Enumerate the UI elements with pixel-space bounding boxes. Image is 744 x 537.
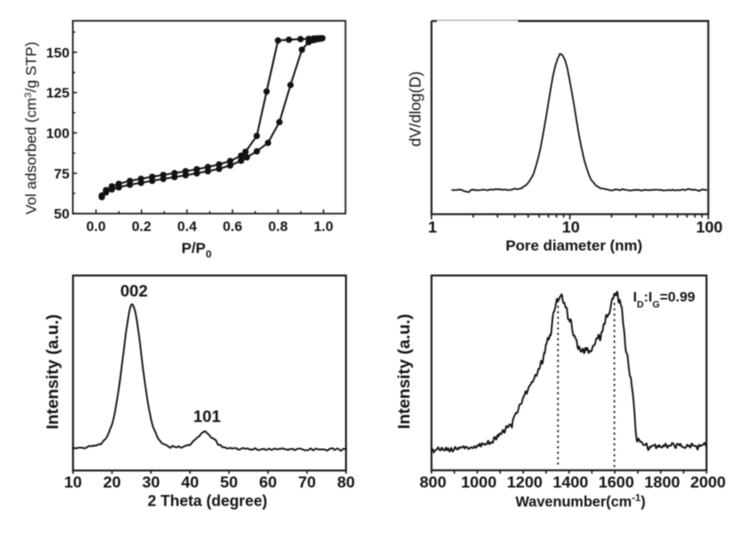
svg-text:60: 60 bbox=[259, 475, 277, 492]
svg-text:10: 10 bbox=[562, 220, 580, 237]
svg-text:40: 40 bbox=[181, 475, 199, 492]
svg-text:P/P0: P/P0 bbox=[182, 240, 212, 261]
svg-text:1200: 1200 bbox=[507, 475, 543, 492]
svg-text:0.0: 0.0 bbox=[86, 218, 106, 234]
svg-text:0.4: 0.4 bbox=[177, 218, 197, 234]
svg-text:80: 80 bbox=[337, 475, 355, 492]
svg-text:50: 50 bbox=[54, 206, 70, 222]
svg-text:800: 800 bbox=[420, 475, 447, 492]
svg-text:1600: 1600 bbox=[599, 475, 635, 492]
svg-text:125: 125 bbox=[46, 85, 70, 101]
svg-text:20: 20 bbox=[103, 475, 121, 492]
svg-text:002: 002 bbox=[120, 283, 148, 301]
svg-text:150: 150 bbox=[46, 44, 70, 60]
svg-text:2000: 2000 bbox=[690, 475, 726, 492]
svg-text:0.8: 0.8 bbox=[268, 218, 288, 234]
svg-text:1800: 1800 bbox=[644, 475, 680, 492]
svg-text:dV/dlog(D): dV/dlog(D) bbox=[408, 71, 425, 147]
svg-text:101: 101 bbox=[193, 408, 221, 426]
svg-text:10: 10 bbox=[64, 475, 82, 492]
svg-text:1400: 1400 bbox=[553, 475, 589, 492]
svg-text:Intensity (a.u.): Intensity (a.u.) bbox=[43, 314, 62, 429]
svg-text:Pore diameter (nm): Pore diameter (nm) bbox=[506, 238, 643, 255]
svg-text:75: 75 bbox=[54, 165, 70, 181]
svg-text:1: 1 bbox=[428, 220, 437, 237]
svg-text:50: 50 bbox=[220, 475, 238, 492]
svg-text:2 Theta (degree): 2 Theta (degree) bbox=[148, 493, 268, 510]
svg-text:100: 100 bbox=[696, 220, 723, 237]
svg-text:1.0: 1.0 bbox=[314, 218, 334, 234]
svg-text:Wavenumber(cm-1): Wavenumber(cm-1) bbox=[516, 493, 646, 511]
svg-text:Intensity (a.u.): Intensity (a.u.) bbox=[395, 314, 414, 429]
svg-text:Vol adsorbed (cm3/g STP): Vol adsorbed (cm3/g STP) bbox=[23, 42, 40, 215]
svg-text:1000: 1000 bbox=[461, 475, 497, 492]
svg-text:70: 70 bbox=[298, 475, 316, 492]
svg-text:30: 30 bbox=[142, 475, 160, 492]
svg-text:100: 100 bbox=[46, 125, 70, 141]
svg-text:0.2: 0.2 bbox=[132, 218, 152, 234]
svg-text:0.6: 0.6 bbox=[223, 218, 243, 234]
